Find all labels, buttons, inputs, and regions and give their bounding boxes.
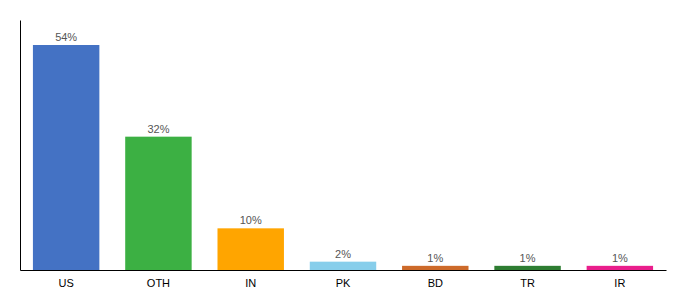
- x-tick: IN: [245, 277, 256, 289]
- x-tick: BD: [428, 277, 443, 289]
- bar: [587, 266, 653, 270]
- data-label: 2%: [335, 248, 351, 260]
- data-labels: 54% 32% 10% 2% 1% 1% 1%: [55, 31, 628, 264]
- bar: [217, 228, 283, 270]
- bar: [310, 262, 376, 270]
- data-label: 54%: [55, 31, 77, 43]
- x-tick-label: BD: [428, 277, 443, 289]
- data-label: 1%: [520, 252, 536, 264]
- x-tick: IR: [614, 277, 625, 289]
- bar: [402, 266, 468, 270]
- bar: [33, 45, 99, 270]
- x-tick-label: PK: [336, 277, 351, 289]
- data-label: 10%: [240, 214, 262, 226]
- x-tick-label: IR: [614, 277, 625, 289]
- x-tick-label: US: [59, 277, 74, 289]
- chart: 54% 32% 10% 2% 1% 1% 1% US OTH IN PK BD TR IR: [0, 0, 680, 300]
- x-tick-label: OTH: [147, 277, 170, 289]
- data-label: 32%: [147, 123, 169, 135]
- x-tick: US: [59, 277, 74, 289]
- x-tick: PK: [336, 277, 351, 289]
- x-tick: OTH: [147, 277, 170, 289]
- bar: [494, 266, 560, 270]
- y-axis: [20, 21, 21, 271]
- plot: 54% 32% 10% 2% 1% 1% 1% US OTH IN PK BD TR IR: [21, 21, 667, 289]
- x-tick-label: IN: [245, 277, 256, 289]
- data-label: 1%: [427, 252, 443, 264]
- x-axis-line: [21, 270, 667, 271]
- y-axis-line: [20, 21, 21, 271]
- x-tick-label: TR: [520, 277, 535, 289]
- bar: [125, 137, 191, 270]
- x-axis: US OTH IN PK BD TR IR: [21, 271, 667, 289]
- bars: [33, 45, 653, 270]
- x-tick: TR: [520, 277, 535, 289]
- data-label: 1%: [612, 252, 628, 264]
